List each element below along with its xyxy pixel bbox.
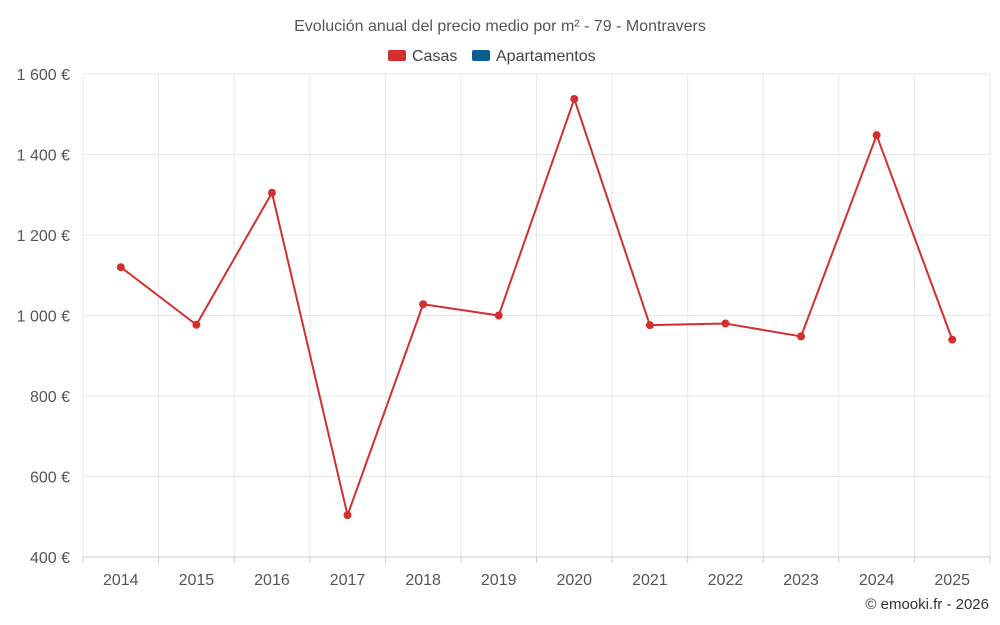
- x-tick-label: 2016: [254, 572, 290, 589]
- x-tick-label: 2023: [783, 572, 819, 589]
- data-point[interactable]: [192, 320, 201, 329]
- x-tick-label: 2020: [556, 572, 592, 589]
- y-tick-label: 1 400 €: [17, 148, 70, 165]
- data-point[interactable]: [267, 188, 276, 197]
- grid: [82, 73, 991, 558]
- legend: Casas Apartamentos: [388, 48, 596, 65]
- series-layer: [116, 94, 957, 520]
- x-tick-label: 2015: [179, 572, 215, 589]
- data-point[interactable]: [116, 263, 125, 272]
- data-point[interactable]: [570, 94, 579, 103]
- series-line-1: [120, 97, 954, 517]
- x-tick-label: 2021: [632, 572, 668, 589]
- legend-swatch-1[interactable]: [388, 50, 406, 61]
- x-tick-label: 2025: [934, 572, 970, 589]
- y-tick-label: 1 000 €: [17, 309, 70, 326]
- x-tick-label: 2022: [708, 572, 744, 589]
- credit-text: © emooki.fr - 2026: [865, 596, 989, 613]
- legend-label-1[interactable]: Casas: [412, 48, 457, 65]
- data-point[interactable]: [494, 311, 503, 320]
- x-tick-label: 2017: [330, 572, 366, 589]
- y-tick-label: 1 200 €: [17, 228, 70, 245]
- y-tick-label: 600 €: [30, 470, 70, 487]
- legend-swatch-2[interactable]: [472, 50, 490, 61]
- y-tick-label: 800 €: [30, 389, 70, 406]
- data-point[interactable]: [721, 319, 730, 328]
- x-axis: 2014 2015 2016 2017 2018 2019 2020 2021 2022 2023…: [82, 556, 991, 589]
- data-point[interactable]: [343, 511, 352, 520]
- y-tick-label: 400 €: [30, 550, 70, 567]
- x-tick-label: 2018: [405, 572, 441, 589]
- data-point[interactable]: [948, 335, 957, 344]
- x-tick-label: 2024: [859, 572, 895, 589]
- data-point[interactable]: [797, 332, 806, 341]
- data-point[interactable]: [872, 131, 881, 140]
- x-tick-label: 2019: [481, 572, 517, 589]
- data-point[interactable]: [419, 300, 428, 309]
- x-tick-label: 2014: [103, 572, 139, 589]
- chart-title: Evolución anual del precio medio por m² …: [294, 18, 706, 35]
- legend-label-2[interactable]: Apartamentos: [496, 48, 596, 65]
- y-tick-label: 1 600 €: [17, 67, 70, 84]
- data-point[interactable]: [645, 321, 654, 330]
- y-axis: 400 € 600 € 800 € 1 000 € 1 200 € 1 400 € 1 60…: [17, 67, 70, 567]
